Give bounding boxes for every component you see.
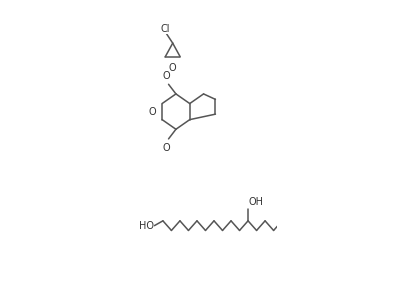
Text: OH: OH: [249, 197, 264, 207]
Text: Cl: Cl: [161, 24, 171, 34]
Text: O: O: [169, 63, 176, 73]
Text: O: O: [163, 144, 170, 153]
Text: HO: HO: [139, 221, 154, 231]
Text: O: O: [149, 107, 156, 117]
Text: O: O: [163, 71, 170, 81]
